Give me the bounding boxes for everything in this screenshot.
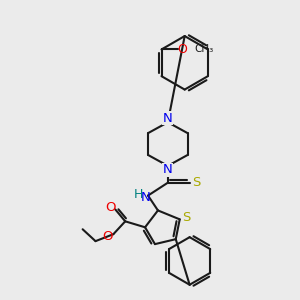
Text: N: N [163,112,173,125]
Text: N: N [163,163,173,176]
Text: N: N [141,191,151,204]
Text: S: S [192,176,201,189]
Text: O: O [102,230,112,243]
Text: H: H [134,188,143,201]
Text: O: O [105,201,116,214]
Text: CH₃: CH₃ [194,44,214,54]
Text: O: O [177,43,187,56]
Text: S: S [182,211,191,224]
